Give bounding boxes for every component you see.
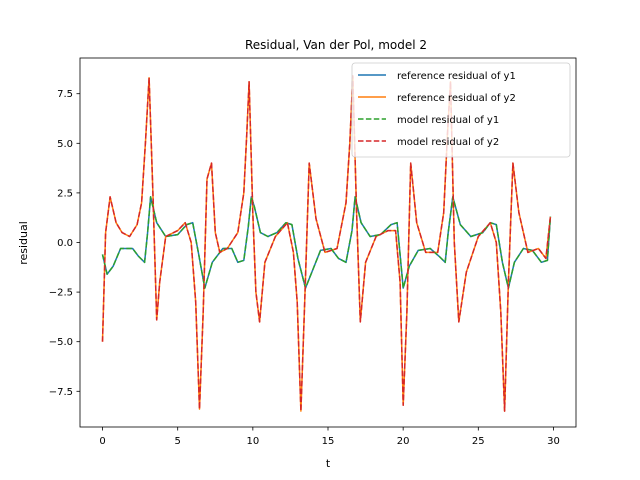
y-axis-label: residual	[17, 221, 30, 265]
series-layer	[101, 75, 552, 412]
legend-box	[351, 62, 571, 158]
x-tick-label: 5	[175, 436, 181, 447]
chart-title: Residual, Van der Pol, model 2	[245, 38, 427, 52]
series-line-4	[101, 75, 552, 412]
x-tick-label: 0	[99, 436, 105, 447]
legend-label-3: model residual of y1	[397, 115, 499, 126]
y-tick-label: 5.0	[57, 139, 73, 150]
x-axis: 0 5 10 15 20 25 30	[99, 427, 560, 447]
y-tick-label: −2.5	[49, 288, 73, 299]
y-tick-label: −7.5	[49, 387, 73, 398]
legend-label-1: reference residual of y1	[397, 71, 516, 82]
y-axis: −7.5 −5.0 −2.5 0.0 2.5 5.0 7.5	[49, 89, 80, 398]
legend-label-2: reference residual of y2	[397, 93, 516, 104]
x-axis-label: t	[326, 457, 331, 470]
x-tick-label: 20	[397, 436, 410, 447]
x-tick-label: 25	[472, 436, 485, 447]
legend-label-4: model residual of y2	[397, 137, 499, 148]
legend: reference residual of y1 reference residu…	[351, 62, 571, 158]
y-tick-label: 2.5	[57, 188, 73, 199]
x-tick-label: 10	[246, 436, 259, 447]
x-tick-label: 15	[322, 436, 335, 447]
y-tick-label: −5.0	[49, 337, 73, 348]
x-tick-label: 30	[547, 436, 560, 447]
y-tick-label: 0.0	[57, 238, 73, 249]
series-line-3	[101, 196, 552, 289]
y-tick-label: 7.5	[57, 89, 73, 100]
